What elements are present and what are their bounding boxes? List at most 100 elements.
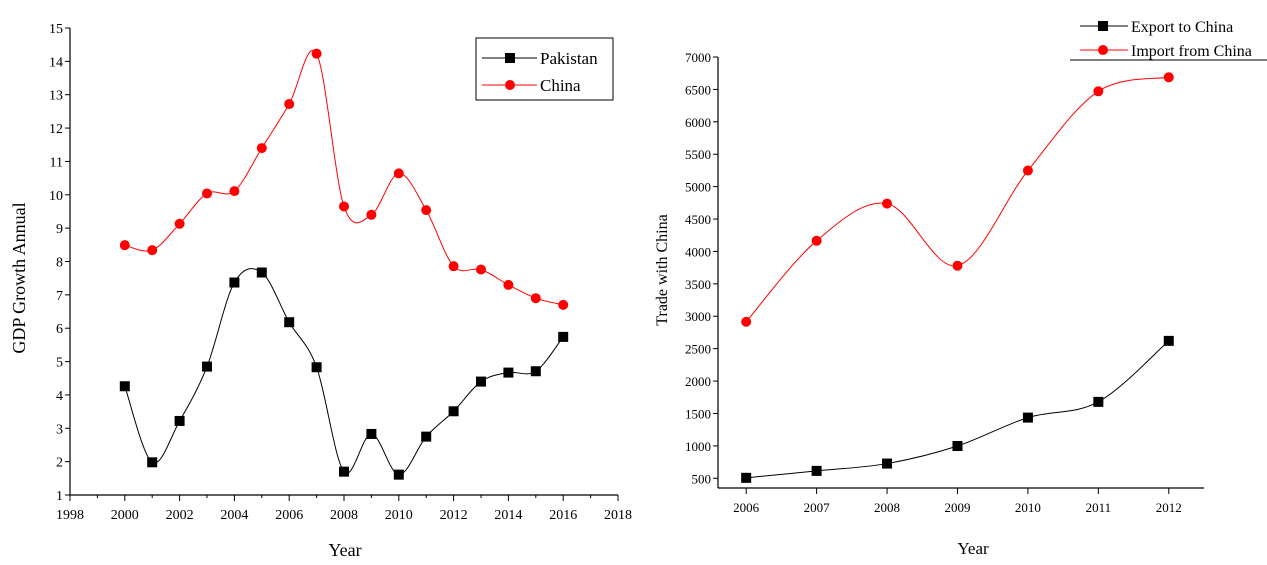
legend-label-china: China bbox=[540, 76, 581, 95]
data-point bbox=[311, 362, 322, 373]
y-tick-label: 1 bbox=[56, 489, 63, 504]
data-point bbox=[503, 367, 514, 378]
data-point bbox=[558, 331, 569, 342]
y-tick-label: 7 bbox=[56, 289, 63, 304]
legend-marker-pakistan bbox=[505, 53, 515, 63]
y-axis-label: Trade with China bbox=[654, 214, 671, 325]
x-tick-label: 2006 bbox=[275, 508, 303, 523]
data-point bbox=[393, 168, 404, 179]
data-point bbox=[202, 361, 212, 372]
x-tick-label: 2007 bbox=[804, 500, 831, 515]
y-tick-label: 3 bbox=[56, 422, 63, 437]
x-tick-label: 2010 bbox=[1015, 500, 1041, 515]
x-tick-label: 2008 bbox=[874, 500, 900, 515]
data-point bbox=[421, 431, 432, 442]
y-tick-label: 15 bbox=[49, 22, 63, 37]
data-point bbox=[952, 260, 963, 271]
data-point bbox=[1093, 86, 1104, 97]
legend-marker-export bbox=[1098, 21, 1108, 31]
data-point bbox=[147, 457, 158, 468]
legend-label-import: Import from China bbox=[1131, 43, 1252, 60]
data-point bbox=[174, 218, 185, 229]
y-tick-label: 9 bbox=[56, 222, 63, 237]
data-point bbox=[1022, 165, 1033, 176]
data-point bbox=[476, 376, 486, 387]
legend: Pakistan China bbox=[475, 37, 614, 101]
x-tick-label: 2009 bbox=[944, 500, 970, 515]
data-point bbox=[202, 188, 212, 199]
data-point bbox=[311, 48, 322, 59]
series-line-pakistan bbox=[124, 268, 564, 476]
y-tick-label: 3000 bbox=[685, 309, 711, 324]
data-point bbox=[476, 264, 486, 275]
data-point bbox=[256, 267, 267, 278]
y-tick-label: 11 bbox=[50, 155, 63, 170]
x-tick-label: 2000 bbox=[111, 508, 139, 523]
y-tick-label: 3500 bbox=[685, 277, 711, 292]
x-tick-label: 2012 bbox=[1156, 500, 1182, 515]
y-tick-label: 4 bbox=[56, 389, 63, 404]
data-point bbox=[741, 472, 752, 483]
data-point bbox=[530, 293, 541, 304]
legend-label-export: Export to China bbox=[1131, 19, 1233, 36]
x-tick-label: 2016 bbox=[549, 508, 577, 523]
y-tick-label: 6 bbox=[56, 322, 63, 337]
x-tick-label: 2006 bbox=[733, 500, 760, 515]
legend-marker-china bbox=[505, 80, 515, 90]
x-tick-label: 1998 bbox=[56, 508, 84, 523]
y-tick-label: 6500 bbox=[685, 82, 711, 97]
data-point bbox=[503, 279, 514, 290]
data-point bbox=[393, 469, 404, 480]
data-point bbox=[421, 205, 432, 216]
x-tick-label: 2014 bbox=[494, 508, 522, 523]
y-tick-label: 500 bbox=[692, 471, 712, 486]
data-point bbox=[1163, 335, 1174, 346]
legend: Export to China Import from China bbox=[1070, 19, 1267, 61]
data-point bbox=[229, 277, 240, 288]
data-point bbox=[1163, 72, 1174, 83]
x-tick-label: 2002 bbox=[166, 508, 194, 523]
y-axis-label: GDP Growth Annual bbox=[9, 202, 29, 353]
data-point bbox=[366, 209, 377, 220]
gdp-growth-chart: GDP Growth Annual Year Pakistan China 12… bbox=[9, 22, 632, 560]
series-line-export-to-china bbox=[746, 340, 1170, 479]
y-tick-label: 2500 bbox=[685, 342, 711, 357]
data-point bbox=[448, 261, 459, 272]
data-point bbox=[147, 245, 158, 256]
data-point bbox=[284, 317, 295, 328]
x-tick-label: 2004 bbox=[220, 508, 248, 523]
data-point bbox=[882, 458, 893, 469]
x-tick-label: 2010 bbox=[385, 508, 413, 523]
y-tick-label: 5000 bbox=[685, 180, 711, 195]
y-tick-label: 7000 bbox=[685, 50, 711, 65]
data-point bbox=[741, 316, 752, 327]
x-axis-label: Year bbox=[957, 539, 989, 558]
data-point bbox=[119, 381, 130, 392]
trade-with-china-chart: Trade with China Year Export to China Im… bbox=[654, 19, 1267, 558]
data-point bbox=[229, 186, 240, 197]
y-tick-label: 10 bbox=[49, 189, 63, 204]
data-point bbox=[811, 235, 822, 246]
y-tick-label: 1500 bbox=[685, 406, 711, 421]
data-point bbox=[882, 198, 893, 209]
y-tick-label: 4000 bbox=[685, 244, 711, 259]
x-tick-label: 2008 bbox=[330, 508, 358, 523]
y-tick-label: 13 bbox=[49, 89, 63, 104]
y-tick-label: 5 bbox=[56, 356, 63, 371]
data-point bbox=[811, 465, 822, 476]
x-axis-label: Year bbox=[328, 540, 361, 560]
x-tick-label: 2012 bbox=[440, 508, 468, 523]
series-line-import-from-china bbox=[745, 76, 1169, 323]
data-point bbox=[558, 299, 569, 310]
data-point bbox=[366, 428, 377, 439]
legend-box bbox=[475, 37, 614, 101]
y-tick-label: 14 bbox=[49, 55, 63, 70]
y-tick-label: 12 bbox=[49, 122, 63, 137]
data-point bbox=[1022, 412, 1033, 423]
data-point bbox=[952, 441, 963, 452]
data-point bbox=[119, 240, 130, 251]
data-point bbox=[339, 466, 349, 477]
y-tick-label: 6000 bbox=[685, 115, 711, 130]
